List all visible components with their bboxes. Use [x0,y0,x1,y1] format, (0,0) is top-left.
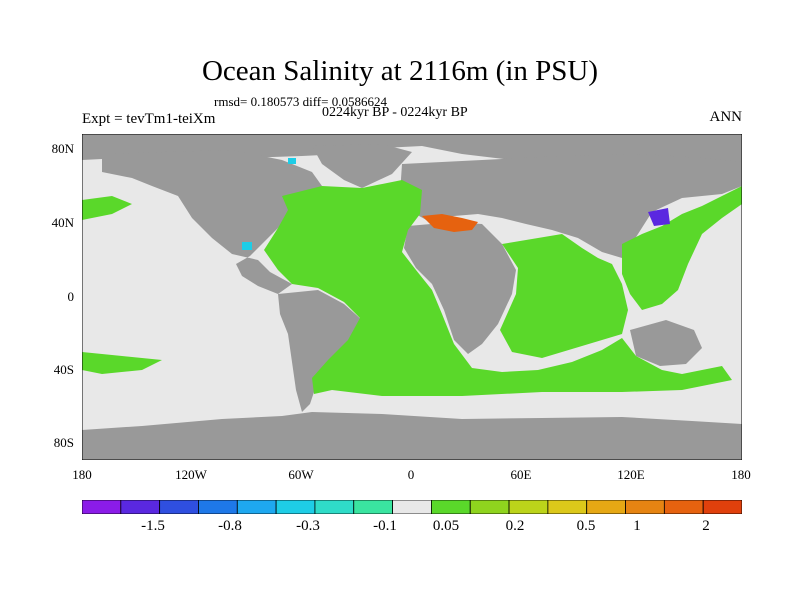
colorbar-label-minus-0-3: -0.3 [296,518,320,534]
north-pacific-green-strip [82,196,132,220]
lon-label-180w: 180 [72,467,92,482]
north-america-land [102,150,322,294]
lat-label-0: 0 [67,289,75,304]
south-america-land [278,290,362,412]
experiment-label: Expt = tevTm1-teiXm [82,111,216,127]
plot-title: Ocean Salinity at 2116m (in PSU) [201,55,599,87]
colorbar-swatch [275,500,316,514]
colorbar-label-minus-1-5: -1.5 [141,518,165,534]
australia-land [630,320,702,366]
lon-label-120w: 120W [175,467,207,482]
colorbar-swatch [198,500,238,514]
season-label: ANN [709,109,743,125]
colorbar-swatch [236,500,277,514]
lon-label-120e: 120E [617,467,645,482]
stats-label: rmsd= 0.180573 diff= 0.0586624 [214,94,387,109]
indian-ocean-green-region [500,234,628,358]
lat-label-80n: 80N [51,141,74,156]
lon-label-180e: 180 [731,467,751,482]
colorbar-swatch [469,500,510,514]
colorbar-swatch [431,500,471,514]
colorbar [82,500,742,514]
colorbar-swatch [82,500,122,514]
colorbar-label-0-05: 0.05 [432,518,460,534]
lon-label-60w: 60W [288,467,314,482]
lat-label-80s: 80S [53,435,74,450]
greenland-land [312,144,412,188]
colorbar-swatch [353,500,393,514]
japan-sea-low-salinity [648,208,670,226]
salinity-map [82,134,742,460]
colorbar-swatch [586,500,626,514]
hudson-cyan-patch [288,158,296,164]
colorbar-swatch [159,500,199,514]
colorbar-label-minus-0-8: -0.8 [218,518,242,534]
colorbar-label-0-2: 0.2 [505,518,525,534]
colorbar-swatch [663,500,704,514]
lat-label-40n: 40N [51,215,74,230]
western-pacific-green-region [622,186,742,310]
colorbar-label-minus-0-1: -0.1 [373,518,397,534]
colorbar-swatch [508,500,549,514]
atlantic-indian-green-region [264,180,732,396]
africa-land [404,222,516,354]
colorbar-label-2: 2 [702,518,710,534]
gulf-cyan-patch [242,242,252,250]
lat-label-40s: 40S [53,362,74,377]
colorbar-swatch [314,500,355,514]
colorbar-swatch [120,500,161,514]
colorbar-label-0-5: 0.5 [576,518,596,534]
lon-label-0: 0 [407,467,415,482]
eurasia-land [400,154,742,258]
colorbar-swatch [702,500,742,514]
colorbar-swatch [392,500,432,514]
mediterranean-high-salinity [422,214,478,232]
colorbar-swatch [547,500,588,514]
colorbar-label-1: 1 [633,518,641,534]
period-label: 0224kyr BP - 0224kyr BP [322,105,468,120]
lon-label-60e: 60E [510,467,532,482]
antarctica-land [82,412,742,460]
south-pacific-green-strip [82,352,162,374]
colorbar-swatch [625,500,665,514]
